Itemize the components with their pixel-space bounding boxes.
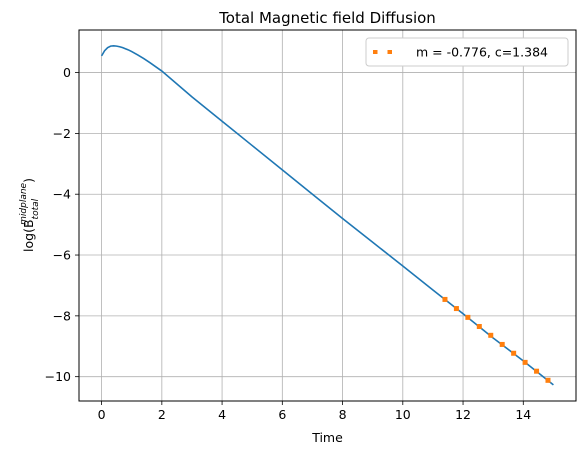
chart-title: Total Magnetic field Diffusion (218, 9, 436, 27)
axis-ticks: 0 2 4 6 8 10 12 14 0 −2 −4 −6 −8 −10 (45, 65, 532, 422)
fit-marker (511, 350, 517, 356)
x-tick-label: 10 (395, 407, 411, 422)
x-tick-label: 0 (98, 407, 106, 422)
legend-box (365, 37, 569, 67)
grid (79, 30, 576, 401)
y-axis-label-sub: total (31, 198, 41, 219)
x-tick-label: 4 (218, 407, 226, 422)
y-axis-label-close: ) (21, 178, 36, 183)
x-tick-label: 12 (455, 407, 471, 422)
plot-area (100, 45, 554, 386)
x-tick-label: 2 (158, 407, 166, 422)
y-tick-label: −6 (53, 248, 71, 263)
axes-frame (78, 29, 577, 402)
x-tick-label: 6 (278, 407, 286, 422)
y-tick-label: −2 (53, 126, 71, 141)
y-tick-label: −8 (53, 308, 71, 323)
fit-marker (534, 368, 540, 374)
y-tick-label: −10 (45, 369, 71, 384)
fit-marker (499, 341, 505, 347)
fit-marker (453, 306, 459, 312)
y-axis-label-sup: midplane (19, 182, 29, 224)
x-axis-label: Time (311, 430, 343, 445)
fit-marker (488, 332, 494, 338)
data-series-line (100, 45, 554, 386)
y-axis-label-base: log(B (21, 219, 36, 252)
x-tick-label: 14 (515, 407, 531, 422)
legend: m = -0.776, c=1.384 (365, 37, 569, 67)
fit-marker (545, 377, 551, 383)
y-axis-label: log(Btotalmidplane) (19, 178, 41, 252)
fit-marker (522, 359, 528, 365)
fit-marker (442, 296, 448, 302)
y-tick-label: −4 (53, 187, 71, 202)
legend-fit-label: m = -0.776, c=1.384 (416, 45, 548, 60)
fit-marker (465, 314, 471, 320)
y-tick-label: 0 (63, 65, 71, 80)
x-tick-label: 8 (339, 407, 347, 422)
fit-marker (476, 323, 482, 329)
